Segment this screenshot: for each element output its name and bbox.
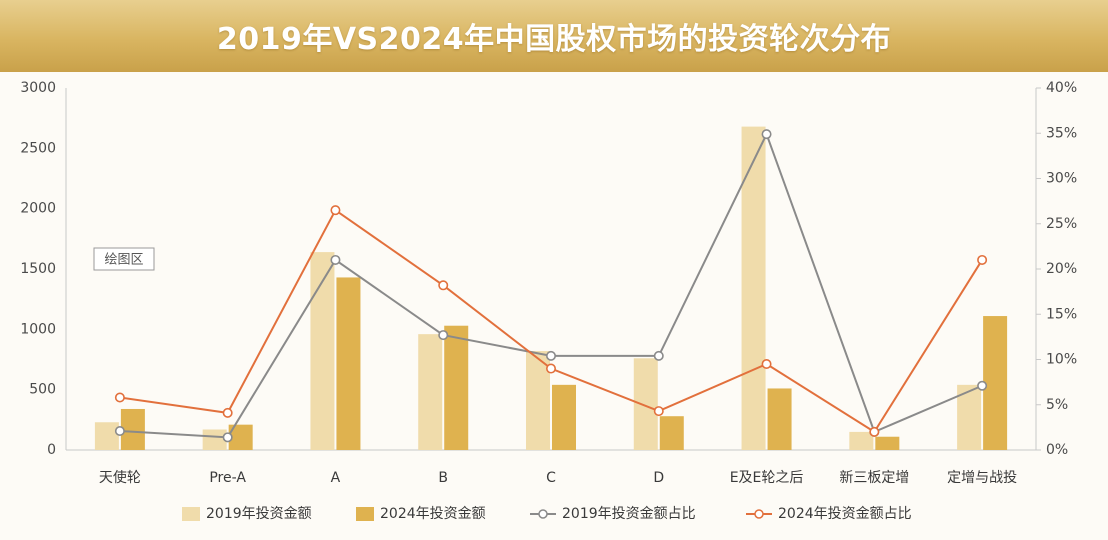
chart-svg: 3000 2500 2000 1500 1000 500 0 40% 35% 30% 25% 20% 1… — [20, 80, 1077, 522]
y-right-tick-label: 15% — [1046, 306, 1077, 322]
y-left-tick-label: 3000 — [20, 80, 56, 96]
bar-2019 — [94, 422, 119, 450]
bar-2024 — [336, 277, 361, 450]
x-category-label: 定增与战投 — [947, 470, 1017, 486]
bar-2019 — [633, 358, 658, 450]
line-point-2024 — [330, 205, 341, 216]
legend-swatch-marker — [538, 509, 548, 519]
y-left-tick-label: 0 — [47, 442, 56, 458]
y-right-tick-label: 20% — [1046, 261, 1077, 277]
bar-2019 — [202, 429, 227, 450]
line-point-2024 — [222, 407, 233, 418]
line-point-2024 — [761, 359, 772, 370]
y-right-tick-label: 30% — [1046, 171, 1077, 187]
legend-swatch-bar — [356, 507, 374, 521]
y-right-tick-label: 40% — [1046, 80, 1077, 96]
line-point-2019 — [114, 425, 125, 436]
legend-label: 2024年投资金额占比 — [778, 506, 912, 522]
bar-2024 — [552, 384, 576, 450]
y-left-tick-label: 2500 — [20, 140, 56, 156]
line-point-2024 — [653, 406, 664, 417]
line-point-2019 — [330, 254, 341, 265]
bar-2024 — [767, 388, 792, 450]
y-right-tick-label: 10% — [1046, 352, 1077, 368]
line-series-2019 — [119, 131, 983, 439]
y-left-tick-label: 500 — [29, 382, 56, 398]
x-category-label: C — [546, 470, 556, 486]
x-category-label: Pre-A — [209, 470, 246, 486]
bar-2024 — [875, 436, 900, 450]
line-point-2024 — [545, 363, 556, 374]
y-right-tick-label: 35% — [1046, 125, 1077, 141]
line-point-2024 — [977, 254, 988, 265]
bar-2024 — [659, 416, 684, 450]
x-category-label: 天使轮 — [99, 469, 141, 486]
line-point-2019 — [222, 432, 233, 443]
x-category-label: B — [438, 470, 448, 486]
chart-title: 2019年VS2024年中国股权市场的投资轮次分布 — [216, 22, 892, 57]
line-point-2024 — [114, 392, 125, 403]
bar-2019 — [526, 351, 550, 450]
line-point-2019 — [761, 129, 772, 140]
y-right-tick-label: 25% — [1046, 216, 1077, 232]
plot-area-tag: 绘图区 — [93, 247, 155, 271]
legend-label: 2019年投资金额 — [206, 506, 312, 522]
line-point-2024 — [438, 280, 449, 291]
x-category-label: 新三板定增 — [839, 470, 909, 486]
line-point-2019 — [977, 380, 988, 391]
line-point-2019 — [438, 330, 449, 341]
y-left-tick-label: 2000 — [20, 201, 56, 217]
y-left-tick-label: 1000 — [20, 321, 56, 337]
bar-2019 — [418, 334, 443, 450]
bar-2019 — [849, 431, 874, 450]
legend-swatch-marker — [754, 509, 764, 519]
plot-area-tag-label: 绘图区 — [104, 253, 143, 268]
x-category-label: E及E轮之后 — [730, 470, 804, 486]
legend-swatch-bar — [182, 507, 200, 521]
bar-2024 — [120, 408, 145, 450]
y-right-tick-label: 0% — [1046, 442, 1068, 458]
legend-label: 2024年投资金额 — [380, 506, 486, 522]
plot-area-tag-box — [93, 247, 155, 271]
x-category-label: D — [653, 470, 664, 486]
bar-2024 — [444, 325, 469, 450]
y-right-tick-label: 5% — [1046, 397, 1068, 413]
bar-2019 — [741, 126, 766, 450]
bar-2024 — [983, 316, 1008, 450]
legend-label: 2019年投资金额占比 — [562, 506, 696, 522]
line-series-2024 — [119, 208, 983, 434]
title-banner: 2019年VS2024年中国股权市场的投资轮次分布 — [0, 0, 1108, 72]
x-category-label: A — [331, 470, 341, 486]
y-left-tick-label: 1500 — [20, 261, 56, 277]
line-point-2019 — [653, 350, 664, 361]
line-point-2019 — [545, 350, 556, 361]
bar-2019 — [310, 252, 335, 450]
line-point-2024 — [869, 426, 880, 437]
